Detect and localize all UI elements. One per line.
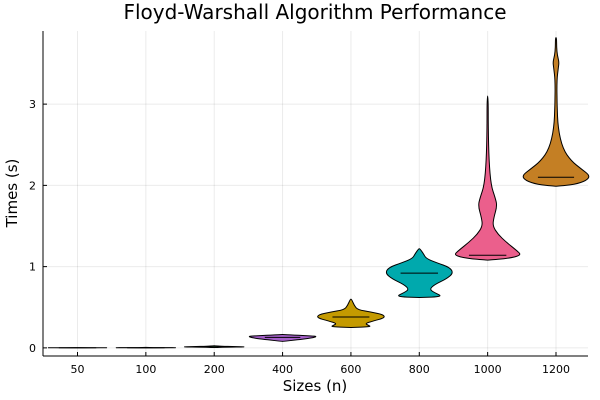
x-tick-label: 200 xyxy=(204,363,225,376)
x-tick-label: 600 xyxy=(340,363,361,376)
x-tick-label: 800 xyxy=(409,363,430,376)
x-tick-label: 1200 xyxy=(542,363,570,376)
violins xyxy=(47,36,590,349)
violin-400 xyxy=(248,333,317,342)
violin-600 xyxy=(317,298,385,329)
x-tick-label: 100 xyxy=(135,363,156,376)
y-tick-label: 0 xyxy=(29,342,36,355)
y-tick-label: 2 xyxy=(29,179,36,192)
x-tick-label: 400 xyxy=(272,363,293,376)
violin-1200 xyxy=(522,36,590,187)
ticks: 50 100 200 400 600 800 1000 1200 0 1 2 3 xyxy=(29,98,570,376)
x-tick-label: 50 xyxy=(71,363,85,376)
grid-lines xyxy=(43,31,588,356)
x-tick-label: 1000 xyxy=(474,363,502,376)
axes xyxy=(42,31,588,357)
chart-title: Floyd-Warshall Algorithm Performance xyxy=(123,0,506,24)
y-tick-label: 1 xyxy=(29,261,36,274)
violin-1000 xyxy=(455,95,521,261)
y-tick-label: 3 xyxy=(29,98,36,111)
x-axis-title: Sizes (n) xyxy=(283,377,348,395)
y-axis-title: Times (s) xyxy=(3,159,21,229)
